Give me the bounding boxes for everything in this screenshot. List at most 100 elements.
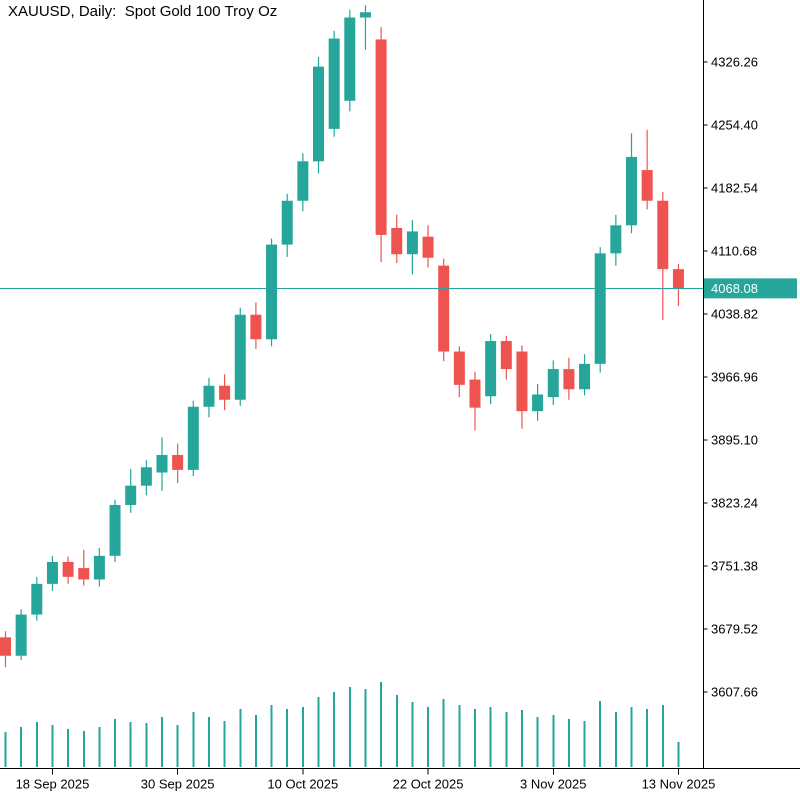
candle-body: [422, 236, 434, 258]
chart-title: XAUUSD, Daily: Spot Gold 100 Troy Oz: [8, 3, 278, 20]
candle-body: [594, 253, 606, 364]
candle: [31, 576, 43, 621]
candle-body: [46, 561, 58, 584]
candle: [500, 335, 512, 380]
candle: [672, 263, 684, 306]
candle-body: [438, 265, 450, 352]
candle: [391, 214, 403, 263]
price-tick-label: 3751.38: [711, 559, 758, 574]
current-price-tag: 4068.08: [704, 278, 797, 299]
candle: [359, 5, 371, 50]
candle-body: [344, 17, 356, 101]
time-tick-label: 10 Oct 2025: [267, 777, 338, 792]
candle-body: [62, 561, 74, 577]
candle: [219, 374, 231, 411]
candle-body: [93, 555, 105, 580]
time-scale[interactable]: 18 Sep 2025 30 Sep 2025 10 Oct 2025 22 Oct …: [16, 768, 716, 792]
candle-body: [156, 454, 168, 473]
candle-body: [140, 467, 152, 486]
candle: [203, 377, 215, 418]
candle: [532, 383, 544, 421]
current-price-tag-value: 4068.08: [711, 281, 758, 296]
candle-body: [453, 351, 465, 385]
candle-body: [500, 341, 512, 370]
candle-body: [78, 568, 90, 580]
candle: [266, 238, 278, 347]
candle: [328, 30, 340, 137]
time-tick-label: 3 Nov 2025: [520, 777, 587, 792]
price-scale[interactable]: 4326.26 4254.40 4182.54 4110.68 4038.82 3966.…: [703, 55, 759, 700]
candle-body: [187, 406, 199, 470]
candle: [453, 346, 465, 398]
candle-body: [313, 66, 324, 162]
candle-body: [297, 161, 309, 201]
candle-body: [31, 583, 43, 615]
time-tick-label: 22 Oct 2025: [393, 777, 464, 792]
candle: [297, 153, 309, 212]
candle: [281, 193, 293, 257]
candle-body: [626, 156, 637, 226]
candle: [46, 555, 58, 591]
candle: [438, 258, 450, 362]
candle: [62, 556, 74, 584]
candle: [547, 360, 559, 406]
candle-body: [250, 314, 262, 340]
candle-body: [172, 454, 184, 470]
price-tick-label: 3966.96: [711, 370, 758, 385]
candle: [579, 354, 591, 396]
price-tick-label: 4182.54: [711, 181, 758, 196]
candle-body: [579, 363, 591, 390]
candle-body: [469, 379, 481, 408]
candle-body: [125, 485, 137, 505]
candle-body: [0, 637, 11, 656]
candle: [15, 609, 27, 661]
price-tick-label: 4326.26: [711, 55, 758, 70]
candle: [610, 214, 622, 266]
candle-body: [516, 351, 528, 412]
price-tick-label: 3607.66: [711, 685, 758, 700]
candle: [375, 27, 387, 263]
time-tick-label: 13 Nov 2025: [642, 777, 716, 792]
candles-layer: [0, 5, 684, 668]
candle: [657, 191, 669, 320]
time-tick-label: 18 Sep 2025: [16, 777, 90, 792]
candle-body: [234, 314, 246, 400]
candle: [641, 129, 653, 210]
candle: [516, 345, 528, 429]
price-tick-label: 3895.10: [711, 433, 758, 448]
candle-body: [547, 369, 559, 398]
candle-body: [610, 225, 622, 254]
current-price-tag-box: [704, 278, 797, 299]
candle: [344, 9, 356, 112]
candle: [313, 56, 324, 174]
volume-bars-layer: [4, 682, 680, 767]
candle: [125, 469, 137, 513]
candle-body: [375, 39, 387, 235]
price-tick-label: 3679.52: [711, 622, 758, 637]
candle-body: [641, 170, 653, 201]
candle: [140, 460, 152, 496]
candle: [422, 225, 434, 268]
candle: [250, 302, 262, 349]
candle-body: [109, 504, 121, 556]
candle: [109, 499, 121, 562]
time-tick-label: 30 Sep 2025: [141, 777, 215, 792]
candle: [594, 247, 606, 373]
price-tick-label: 4038.82: [711, 307, 758, 322]
candle-body: [15, 614, 27, 656]
candle-body: [328, 38, 340, 129]
candle: [563, 357, 575, 400]
candle: [469, 371, 481, 431]
candle-body: [219, 385, 231, 400]
candle-body: [532, 394, 544, 412]
candle-body: [485, 341, 497, 397]
candle-body: [203, 385, 215, 407]
candle-body: [359, 12, 371, 18]
candle: [172, 443, 184, 484]
candle-body: [657, 200, 669, 270]
candle: [0, 631, 11, 668]
candle: [93, 547, 105, 587]
